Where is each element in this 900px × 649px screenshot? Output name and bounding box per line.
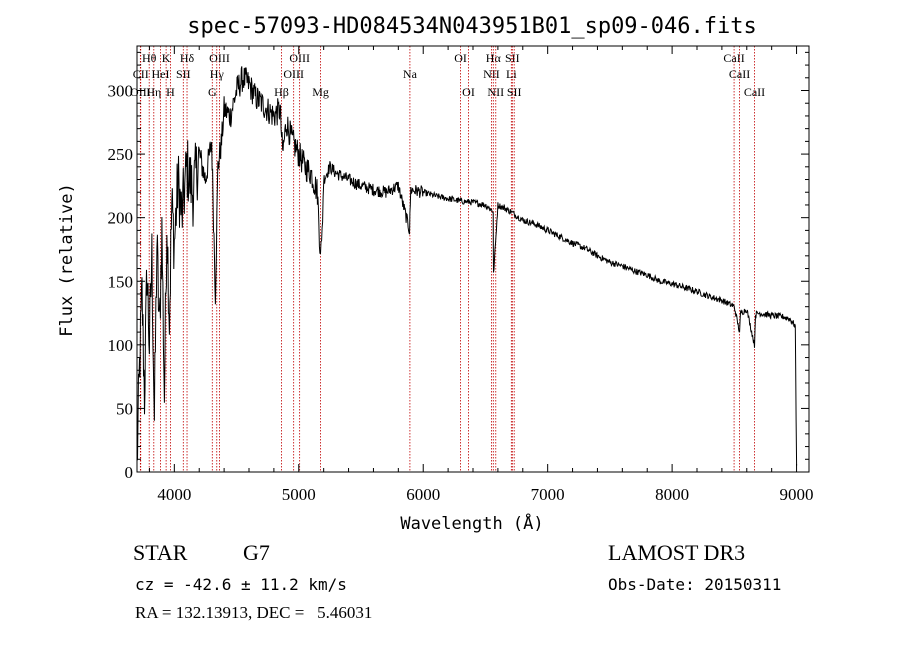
line-marker-label: OI — [462, 85, 475, 99]
x-tick-label: 4000 — [157, 485, 191, 504]
line-marker-label: Hθ — [142, 51, 157, 65]
line-marker-label: Hη — [146, 85, 161, 99]
x-tick-label: 6000 — [406, 485, 440, 504]
x-tick-label: 8000 — [655, 485, 689, 504]
subclass: G7 — [243, 540, 270, 565]
line-marker-label: Mg — [312, 85, 329, 99]
y-tick-label: 50 — [116, 399, 133, 418]
redshift-text: cz = -42.6 ± 11.2 km/s — [135, 575, 347, 594]
line-marker-label: OIII — [283, 67, 304, 81]
line-marker-label: SII — [507, 85, 522, 99]
line-marker-label: Na — [403, 67, 418, 81]
line-marker-label: G — [208, 85, 217, 99]
y-tick-label: 300 — [108, 82, 134, 101]
line-marker-label: OIII — [209, 51, 230, 65]
x-axis-label: Wavelength (Å) — [400, 512, 543, 534]
y-tick-label: 150 — [108, 272, 134, 291]
line-marker-label: CaII — [744, 85, 765, 99]
line-marker-label: SII — [176, 67, 191, 81]
line-marker-label: Hγ — [210, 67, 225, 81]
x-tick-label: 9000 — [780, 485, 814, 504]
line-markers: HθCIIOIIIHηHeIKHSIIHδGHγOIIIHβOIIIOIIIMg… — [130, 46, 765, 472]
y-tick-label: 0 — [125, 463, 134, 482]
x-tick-label: 5000 — [282, 485, 316, 504]
survey-name: LAMOST DR3 — [608, 540, 746, 565]
flux-series-line — [136, 66, 798, 466]
line-marker-label: NII — [487, 85, 504, 99]
line-marker-label: K — [162, 51, 171, 65]
plot-frame — [136, 45, 810, 473]
line-marker-label: HeI — [152, 67, 170, 81]
line-marker-label: Hδ — [180, 51, 195, 65]
x-tick-label: 7000 — [531, 485, 565, 504]
y-tick-label: 200 — [108, 209, 134, 228]
object-class: STAR — [133, 540, 188, 565]
line-marker-label: SII — [505, 51, 520, 65]
line-marker-label: Hα — [486, 51, 502, 65]
line-marker-label: Hβ — [274, 85, 289, 99]
line-marker-label: NII — [483, 67, 500, 81]
axis-ticks: 4000 5000 6000 7000 8000 9000 0 50 100 150 200 250 3… — [108, 46, 814, 504]
line-marker-label: OIII — [130, 85, 151, 99]
chart-title: spec-57093-HD084534N043951B01_sp09-046.f… — [187, 14, 757, 39]
line-marker-label: CaII — [729, 67, 750, 81]
obs-date: Obs-Date: 20150311 — [608, 575, 782, 594]
line-marker-label: OIII — [289, 51, 310, 65]
line-marker-label: CaII — [723, 51, 744, 65]
line-marker-label: Li — [506, 67, 517, 81]
coordinates: RA = 132.13913, DEC = 5.46031 — [135, 603, 373, 622]
y-tick-label: 100 — [108, 336, 134, 355]
y-tick-label: 250 — [108, 145, 134, 164]
y-axis-label: Flux (relative) — [57, 183, 77, 337]
line-marker-label: H — [166, 85, 175, 99]
line-marker-label: OI — [454, 51, 467, 65]
